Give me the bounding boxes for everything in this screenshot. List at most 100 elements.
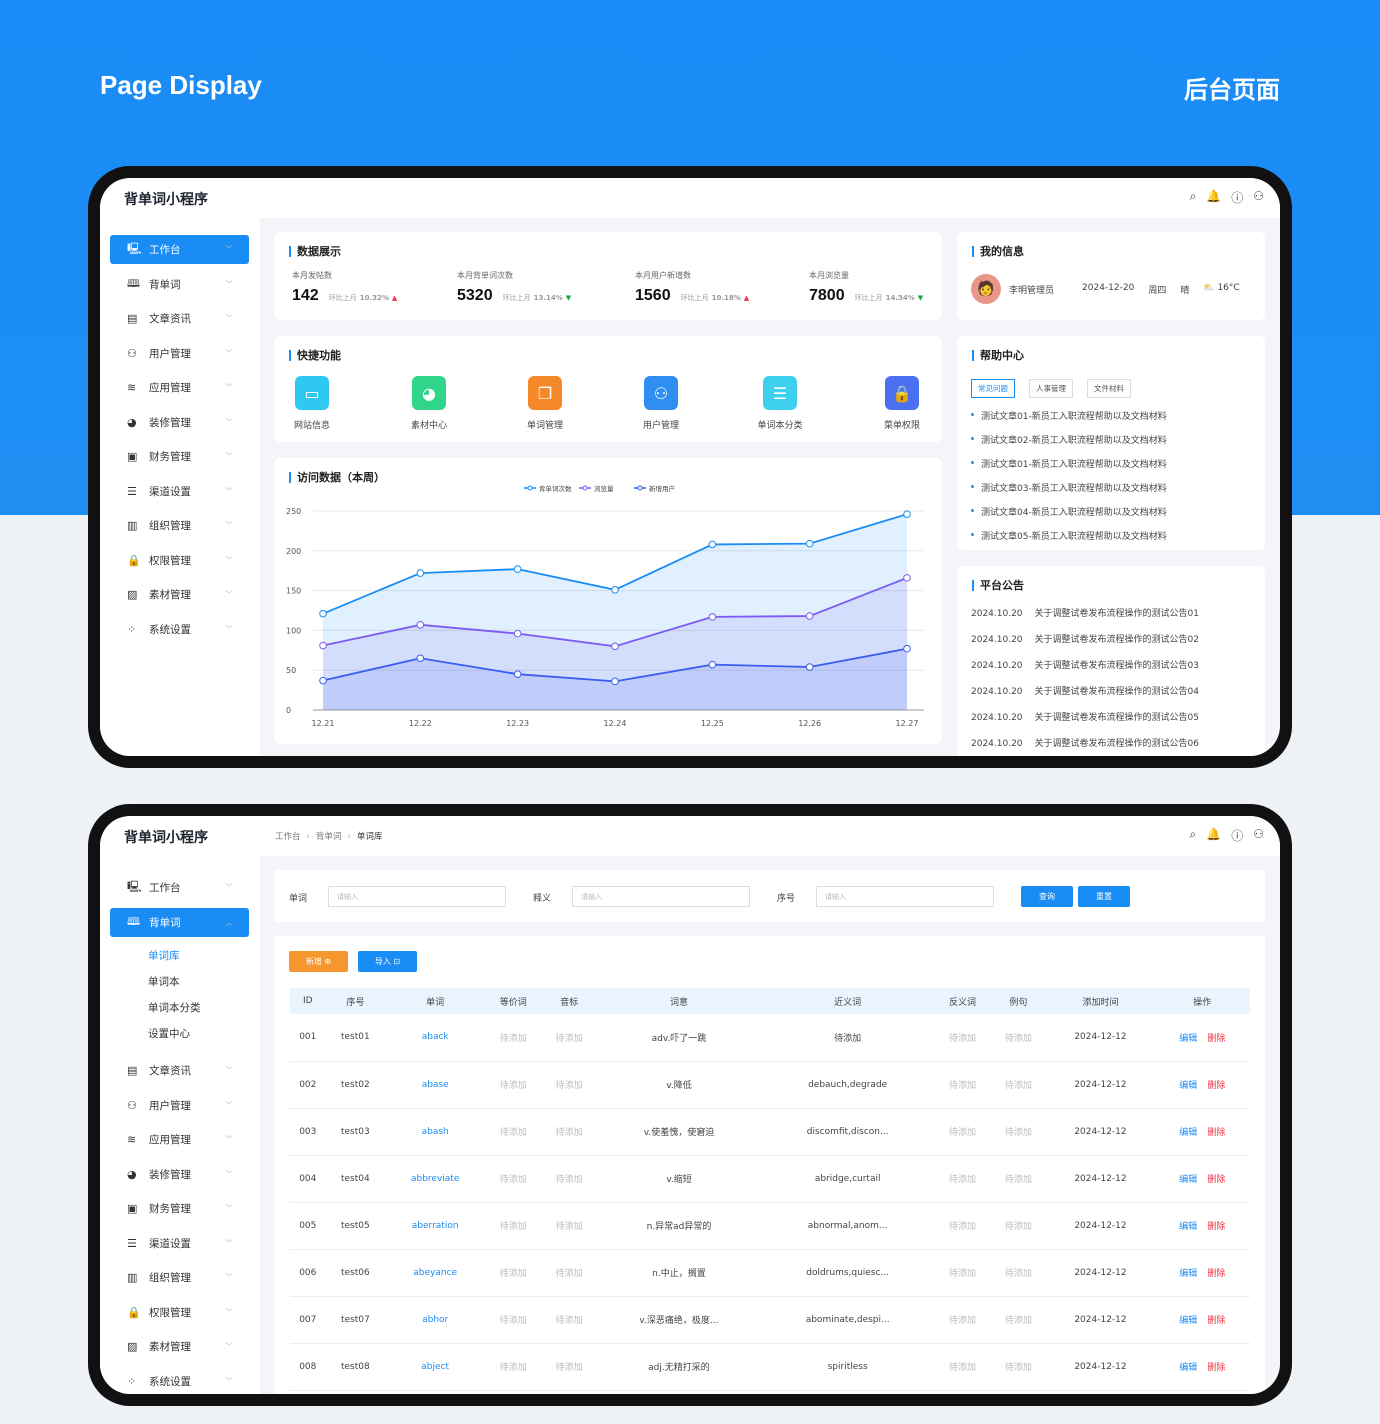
filter-input[interactable]: 请输入	[816, 886, 994, 907]
data-point[interactable]	[903, 510, 911, 518]
bell-icon[interactable]: 🔔	[1206, 827, 1222, 841]
add-button[interactable]: 新增 ⊕	[289, 951, 348, 972]
submenu-item[interactable]: 设置中心	[148, 1027, 190, 1040]
chevron-down-icon[interactable]: ﹀	[225, 1342, 233, 1351]
search-icon[interactable]: ⌕	[1189, 827, 1197, 841]
chevron-down-icon[interactable]: ﹀	[225, 1135, 233, 1144]
sidebar-item-7[interactable]: ☰ 渠道设置 ﹀	[110, 477, 249, 506]
help-article-link[interactable]: 测试文章01-新员工入职流程帮助以及文档材料	[971, 409, 1261, 422]
sidebar-item-0[interactable]: 🖳 工作台 ﹀	[110, 235, 249, 264]
data-point[interactable]	[513, 629, 522, 638]
help-article-link[interactable]: 测试文章05-新员工入职流程帮助以及文档材料	[971, 529, 1261, 542]
sidebar-item-8[interactable]: ▥ 组织管理 ﹀	[110, 511, 249, 540]
sidebar-item-10[interactable]: ▨ 素材管理 ﹀	[110, 1332, 249, 1361]
bell-icon[interactable]: 🔔	[1206, 189, 1222, 203]
data-point[interactable]	[319, 676, 327, 685]
table-cell[interactable]: aback	[385, 1014, 486, 1062]
table-cell[interactable]: abject	[385, 1343, 486, 1391]
help-tab[interactable]: 常见问题	[971, 379, 1015, 398]
table-cell[interactable]: aberration	[385, 1202, 486, 1250]
delete-link[interactable]: 删除	[1207, 1363, 1226, 1373]
sidebar-item-2[interactable]: ▤ 文章资讯 ﹀	[110, 304, 249, 333]
legend-label[interactable]: 背单词次数	[539, 484, 572, 493]
quick-action-5[interactable]: 🔒 菜单权限	[872, 376, 932, 431]
sidebar-item-1[interactable]: 🕮 背单词 ︿	[110, 907, 249, 937]
query-button[interactable]: 查询	[1021, 886, 1073, 907]
chevron-down-icon[interactable]: ﹀	[225, 486, 233, 496]
delete-link[interactable]: 删除	[1207, 1316, 1226, 1326]
legend-label[interactable]: 浏览量	[594, 484, 614, 493]
filter-input[interactable]: 请输入	[328, 886, 506, 907]
chevron-down-icon[interactable]: ﹀	[225, 1376, 233, 1386]
chevron-down-icon[interactable]: ﹀	[225, 452, 233, 461]
chevron-down-icon[interactable]: ﹀	[225, 521, 233, 530]
chevron-down-icon[interactable]: ﹀	[225, 348, 233, 358]
edit-link[interactable]: 编辑	[1179, 1363, 1198, 1373]
notice-item[interactable]: 2024.10.20 关于调整试卷发布流程操作的测试公告06	[971, 736, 1211, 749]
breadcrumb-item[interactable]: 背单词	[315, 832, 342, 842]
import-button[interactable]: 导入 ⊡	[358, 951, 417, 972]
sidebar-item-0[interactable]: 🖳 工作台 ﹀	[110, 873, 249, 902]
table-cell[interactable]: abhor	[385, 1296, 486, 1344]
legend-label[interactable]: 新增用户	[649, 484, 675, 493]
sidebar-item-5[interactable]: ◕ 装修管理 ﹀	[110, 1160, 249, 1189]
quick-action-1[interactable]: ◕ 素材中心	[399, 376, 459, 431]
data-point[interactable]	[903, 574, 911, 582]
data-point[interactable]	[416, 621, 425, 629]
data-point[interactable]	[513, 565, 522, 573]
chevron-down-icon[interactable]: ﹀	[225, 383, 233, 392]
edit-link[interactable]: 编辑	[1179, 1081, 1198, 1091]
chevron-down-icon[interactable]: ﹀	[225, 1273, 233, 1282]
chevron-down-icon[interactable]: ﹀	[225, 590, 233, 599]
sidebar-item-4[interactable]: ≋ 应用管理 ﹀	[110, 373, 249, 402]
notice-item[interactable]: 2024.10.20 关于调整试卷发布流程操作的测试公告05	[971, 710, 1211, 723]
help-article-link[interactable]: 测试文章01-新员工入职流程帮助以及文档材料	[971, 457, 1261, 470]
help-article-link[interactable]: 测试文章04-新员工入职流程帮助以及文档材料	[971, 505, 1261, 518]
quick-action-2[interactable]: ❐ 单词管理	[515, 376, 575, 431]
data-point[interactable]	[805, 539, 814, 548]
delete-link[interactable]: 删除	[1207, 1128, 1226, 1138]
chevron-down-icon[interactable]: ﹀	[225, 1100, 233, 1110]
sidebar-item-5[interactable]: ◕ 装修管理 ﹀	[110, 408, 249, 437]
data-point[interactable]	[319, 609, 327, 618]
sidebar-item-3[interactable]: ⚇ 用户管理 ﹀	[110, 339, 249, 368]
sidebar-item-1[interactable]: 🕮 背单词 ﹀	[110, 270, 249, 299]
data-point[interactable]	[708, 660, 717, 669]
delete-link[interactable]: 删除	[1207, 1081, 1226, 1091]
delete-link[interactable]: 删除	[1207, 1033, 1226, 1044]
edit-link[interactable]: 编辑	[1179, 1222, 1198, 1232]
help-article-link[interactable]: 测试文章02-新员工入职流程帮助以及文档材料	[971, 433, 1261, 446]
sidebar-item-11[interactable]: ⁘ 系统设置 ﹀	[110, 615, 249, 644]
notice-item[interactable]: 2024.10.20 关于调整试卷发布流程操作的测试公告01	[971, 606, 1211, 619]
delete-link[interactable]: 删除	[1207, 1222, 1226, 1232]
table-cell[interactable]: abase	[385, 1061, 486, 1109]
data-point[interactable]	[416, 569, 425, 577]
sidebar-item-3[interactable]: ⚇ 用户管理 ﹀	[110, 1091, 249, 1120]
data-point[interactable]	[805, 612, 814, 620]
chevron-up-icon[interactable]: ︿	[225, 917, 233, 927]
table-cell[interactable]: abbreviate	[385, 1155, 486, 1203]
submenu-item[interactable]: 单词本分类	[148, 1001, 201, 1014]
data-point[interactable]	[513, 670, 522, 678]
chevron-down-icon[interactable]: ﹀	[225, 624, 233, 634]
data-point[interactable]	[708, 540, 717, 549]
edit-link[interactable]: 编辑	[1179, 1269, 1198, 1279]
data-point[interactable]	[903, 644, 911, 653]
data-point[interactable]	[611, 586, 619, 594]
help-icon[interactable]: ⓘ	[1231, 191, 1244, 205]
edit-link[interactable]: 编辑	[1179, 1316, 1198, 1326]
chevron-down-icon[interactable]: ﹀	[225, 417, 233, 427]
sidebar-item-9[interactable]: 🔒 权限管理 ﹀	[110, 546, 249, 575]
chevron-down-icon[interactable]: ﹀	[225, 1307, 233, 1317]
edit-link[interactable]: 编辑	[1179, 1175, 1198, 1185]
help-article-link[interactable]: 测试文章03-新员工入职流程帮助以及文档材料	[971, 481, 1261, 494]
search-icon[interactable]: ⌕	[1189, 189, 1197, 203]
sidebar-item-7[interactable]: ☰ 渠道设置 ﹀	[110, 1229, 249, 1258]
data-point[interactable]	[416, 654, 425, 663]
sidebar-item-2[interactable]: ▤ 文章资讯 ﹀	[110, 1056, 249, 1085]
chevron-down-icon[interactable]: ﹀	[225, 1169, 233, 1179]
filter-input[interactable]: 请输入	[572, 886, 750, 907]
sidebar-item-6[interactable]: ▣ 财务管理 ﹀	[110, 1194, 249, 1223]
data-point[interactable]	[708, 613, 717, 621]
reset-button[interactable]: 重置	[1078, 886, 1130, 907]
